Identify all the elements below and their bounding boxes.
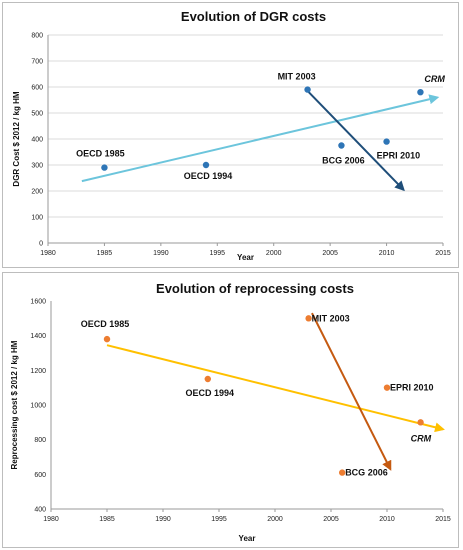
data-point: [383, 384, 391, 391]
x-tick-label: 2000: [266, 250, 282, 257]
x-axis-label: Year: [237, 253, 254, 262]
x-tick-label: 2010: [379, 250, 395, 257]
x-tick-label: 2010: [379, 516, 395, 523]
data-label: OECD 1985: [81, 319, 130, 329]
x-tick-label: 2015: [435, 516, 451, 523]
data-label: MIT 2003: [312, 313, 350, 323]
data-point: [383, 138, 390, 145]
x-tick-label: 2005: [323, 516, 339, 523]
x-tick-label: 2000: [267, 516, 283, 523]
data-label: BCG 2006: [345, 468, 388, 478]
data-label: EPRI 2010: [390, 383, 434, 393]
dgr-cost-chart-panel: Evolution of DGR costs 0 100 200 300 400 500 60…: [2, 2, 459, 268]
x-tick-label: 1980: [40, 250, 56, 257]
dgr-cost-chart: Evolution of DGR costs 0 100 200 300 400 500 60…: [12, 9, 451, 262]
data-label: OECD 1994: [184, 171, 233, 181]
y-tick-label: 800: [31, 33, 43, 40]
chart-title: Evolution of reprocessing costs: [156, 281, 354, 296]
y-axis-label: DGR Cost $ 2012 / kg HM: [12, 91, 21, 186]
y-tick-label: 400: [31, 137, 43, 144]
reprocessing-cost-chart-panel: Evolution of reprocessing costs 400 600 800…: [2, 272, 459, 548]
data-label: CRM: [424, 74, 445, 84]
y-tick-label: 1400: [30, 333, 46, 340]
data-label: BCG 2006: [322, 156, 365, 166]
y-tick-label: 100: [31, 215, 43, 222]
y-tick-label: 0: [39, 241, 43, 248]
data-point: [304, 86, 311, 93]
y-tick-label: 300: [31, 163, 43, 170]
data-label: OECD 1985: [76, 149, 125, 159]
data-point: [204, 375, 211, 383]
data-point: [417, 89, 424, 96]
x-tick-label: 1985: [97, 250, 113, 257]
data-point: [305, 315, 312, 322]
x-tick-label: 1985: [99, 516, 115, 523]
y-tick-label: 1000: [30, 403, 46, 410]
trend-arrow: [81, 94, 440, 183]
y-tick-label: 600: [34, 472, 46, 479]
x-tick-label: 1990: [153, 250, 169, 257]
x-tick-label: 1990: [155, 516, 171, 523]
x-tick-label: 1980: [43, 516, 59, 523]
x-tick-label: 1995: [211, 516, 227, 523]
data-point: [339, 469, 346, 476]
data-point: [202, 161, 210, 169]
y-axis-label: Reprocessing cost $ 2012 / kg HM: [10, 340, 19, 469]
data-label: CRM: [411, 433, 432, 443]
trend-arrow: [311, 312, 392, 471]
chart-title: Evolution of DGR costs: [181, 9, 326, 24]
y-tick-label: 1600: [30, 299, 46, 306]
data-label: OECD 1994: [186, 388, 235, 398]
data-point: [101, 164, 108, 171]
data-point: [103, 335, 111, 343]
data-label: EPRI 2010: [377, 151, 421, 161]
trend-arrow: [306, 90, 405, 192]
y-tick-label: 500: [31, 111, 43, 118]
y-tick-label: 700: [31, 59, 43, 66]
y-tick-label: 800: [34, 437, 46, 444]
x-axis-label: Year: [239, 534, 256, 543]
y-tick-label: 1200: [30, 368, 46, 375]
y-tick-label: 200: [31, 189, 43, 196]
x-tick-label: 2005: [322, 250, 338, 257]
data-point: [417, 419, 424, 426]
y-tick-label: 400: [34, 507, 46, 514]
y-tick-label: 600: [31, 85, 43, 92]
data-label: MIT 2003: [278, 72, 316, 82]
trend-arrow: [106, 344, 445, 433]
x-tick-label: 2015: [435, 250, 451, 257]
reprocessing-cost-chart: Evolution of reprocessing costs 400 600 800…: [10, 281, 451, 543]
x-tick-label: 1995: [209, 250, 225, 257]
data-point: [338, 142, 345, 149]
